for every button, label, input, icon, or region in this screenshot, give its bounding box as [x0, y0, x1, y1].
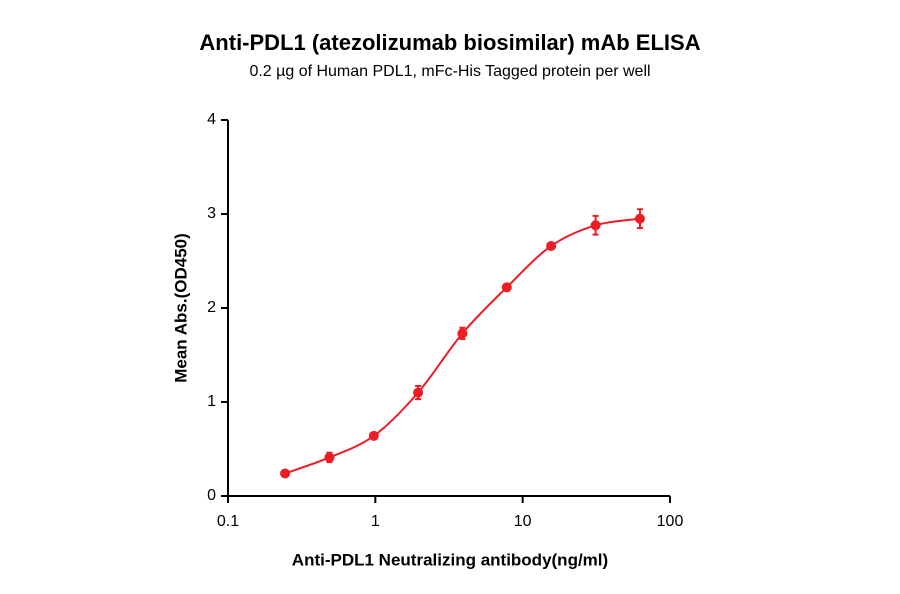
x-axis-label: Anti-PDL1 Neutralizing antibody(ng/ml)	[292, 550, 608, 569]
data-point	[501, 282, 512, 293]
y-tick-label: 1	[207, 393, 216, 410]
data-point	[457, 328, 468, 339]
x-tick-label: 100	[657, 513, 684, 530]
data-point	[546, 240, 557, 251]
y-axis-label: Mean Abs.(OD450)	[171, 233, 190, 383]
data-point	[634, 213, 645, 224]
y-tick-label: 4	[207, 111, 216, 128]
data-point	[368, 430, 379, 441]
fit-curve	[284, 217, 641, 475]
x-tick-label: 0.1	[217, 513, 239, 530]
data-point	[324, 452, 335, 463]
x-tick-label: 10	[514, 513, 532, 530]
y-tick-label: 3	[207, 205, 216, 222]
data-point	[280, 468, 291, 479]
x-tick-label: 1	[371, 513, 380, 530]
y-tick-label: 2	[207, 299, 216, 316]
chart-title: Anti-PDL1 (atezolizumab biosimilar) mAb …	[199, 30, 700, 55]
chart-subtitle: 0.2 µg of Human PDL1, mFc-His Tagged pro…	[249, 63, 650, 80]
y-tick-label: 0	[207, 487, 216, 504]
data-point	[590, 220, 601, 231]
data-point	[413, 387, 424, 398]
